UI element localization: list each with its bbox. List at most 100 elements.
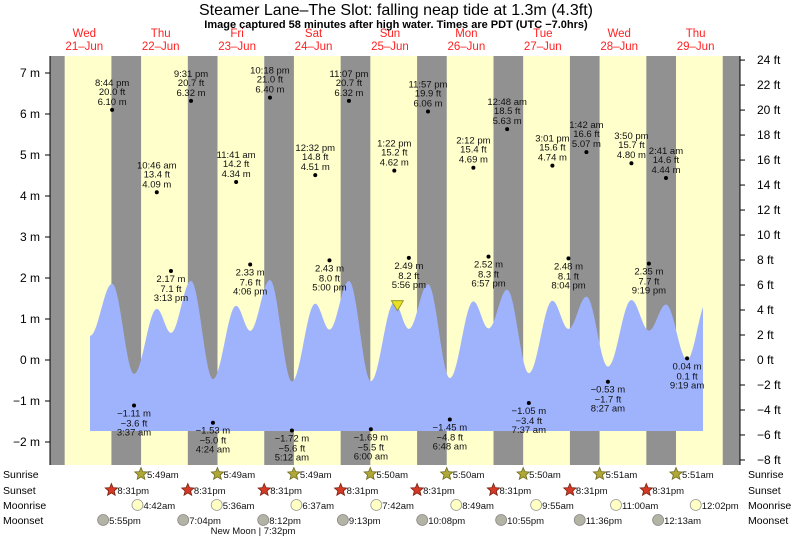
high-tide-ft-label: 13.4 ft (144, 169, 171, 180)
moon-phase-label: New Moon | 7:32pm (211, 526, 296, 537)
high-tide-point (267, 95, 272, 100)
moonrise-icon (610, 499, 622, 511)
right-tick-label: 12 ft (757, 203, 781, 217)
high-tide-point (110, 107, 115, 112)
axes: 7 m 6 m 5 m 4 m 3 m 2 m 1 m 0 m −1 m −2 m 24 ft 22 … (13, 53, 781, 467)
low-tide-time-label: 4:24 am (196, 445, 230, 456)
moonrise-time: 12:02pm (702, 501, 739, 512)
low-tide-m-label: 2.35 m (634, 267, 663, 278)
day-date: 22–Jun (142, 41, 180, 53)
sunrise-icon (668, 466, 684, 481)
high-tide-m-label: 4.34 m (222, 169, 251, 180)
high-tide-point (392, 168, 397, 173)
low-tide-point (327, 258, 332, 263)
low-tide-m-label: −1.72 m (275, 434, 310, 445)
moonset-row-label: Moonset (3, 515, 43, 527)
moonrise-time: 9:55am (542, 501, 574, 512)
moonrise-time: 11:00am (622, 501, 658, 512)
low-tide-time-label: 5:00 pm (312, 282, 346, 293)
sunset-icon (333, 482, 348, 497)
sunset-icon (409, 482, 425, 497)
sunrise-row-label-right: Sunrise (748, 469, 784, 481)
sunrise-row-label: Sunrise (3, 469, 39, 481)
day-date: 23–Jun (218, 41, 256, 53)
low-tide-time-label: 5:56 pm (392, 280, 426, 291)
sunset-row-label: Sunset (3, 485, 36, 497)
moonset-time: 5:55pm (109, 516, 141, 527)
moonrise-time: 5:36am (223, 501, 255, 512)
high-tide-time-label: 8:44 pm (95, 78, 129, 89)
high-tide-time-label: 11:57 pm (409, 80, 448, 91)
day-name: Thu (151, 28, 171, 40)
low-tide-m-label: 2.52 m (474, 260, 503, 271)
moonset-icon (97, 514, 110, 526)
low-tide-point (646, 261, 651, 266)
high-tide-ft-label: 20.7 ft (178, 78, 205, 89)
high-tide-time-label: 1:22 pm (377, 139, 411, 150)
sunset-row-label-right: Sunset (748, 485, 781, 497)
sunset-time: 8:31pm (499, 486, 531, 497)
high-tide-point (584, 150, 589, 155)
sunset-icon (639, 482, 654, 497)
high-tide-point (629, 161, 634, 166)
day-name: Thu (686, 28, 706, 40)
high-tide-ft-label: 20.7 ft (336, 78, 363, 89)
night-band (50, 56, 65, 465)
left-tick-label: 2 m (20, 271, 40, 285)
moonset-icon (257, 514, 270, 526)
high-tide-point (234, 180, 239, 185)
sunrise-time: 5:49am (300, 470, 332, 481)
high-tide-point (550, 163, 555, 168)
high-tide-m-label: 6.40 m (255, 85, 284, 96)
low-tide-point (685, 356, 690, 361)
high-tide-ft-label: 15.7 ft (618, 140, 645, 151)
sunset-time: 8:31pm (117, 486, 149, 497)
left-tick-label: −2 m (13, 435, 40, 449)
left-tick-label: −1 m (13, 394, 40, 408)
low-tide-time-label: 3:13 pm (154, 293, 188, 304)
sunrise-icon (439, 466, 454, 481)
high-tide-m-label: 6.32 m (334, 88, 363, 99)
sunrise-time: 5:49am (223, 470, 255, 481)
high-tide-time-label: 12:48 am (487, 97, 527, 108)
high-tide-ft-label: 15.6 ft (539, 143, 566, 154)
high-tide-m-label: 6.06 m (413, 99, 442, 110)
moonset-time: 10:55pm (507, 516, 544, 527)
sunset-time: 8:31pm (423, 486, 455, 497)
day-name: Fri (230, 28, 243, 40)
right-tick-label: 22 ft (757, 78, 781, 92)
sunset-time: 8:31pm (576, 486, 608, 497)
current-tide-marker (390, 300, 405, 312)
high-tide-ft-label: 15.4 ft (460, 145, 487, 156)
high-tide-ft-label: 16.6 ft (573, 129, 600, 140)
low-tide-m-label: −1.11 m (117, 409, 151, 420)
moonset-icon (416, 514, 429, 526)
high-tide-time-label: 2:41 am (649, 146, 683, 157)
moonset-time: 8:12pm (269, 516, 301, 527)
left-tick-label: 7 m (20, 66, 40, 80)
moonrise-row-label-right: Moonrise (748, 500, 791, 512)
low-tide-time-label: 3:37 am (117, 428, 151, 439)
low-tide-ft-label: −5.0 ft (200, 436, 227, 447)
right-tick-label: −4 ft (757, 403, 781, 417)
low-tide-point (168, 269, 173, 274)
astronomy-rows: Sunrise Sunrise 5:49am 5:49am 5:49am 5:50am 5:… (3, 466, 791, 527)
day-date: 27–Jun (524, 41, 562, 53)
moonset-time: 10:08pm (428, 516, 465, 527)
high-tide-point (313, 173, 318, 178)
moonset-time: 12:13am (664, 516, 701, 527)
moonrise-time: 6:37am (302, 501, 334, 512)
high-tide-time-label: 10:18 pm (250, 66, 290, 77)
day-date: 29–Jun (677, 41, 715, 53)
low-tide-time-label: 6:00 am (354, 451, 388, 462)
sunrise-time: 5:50am (453, 470, 485, 481)
moonrise-icon (530, 499, 543, 511)
right-tick-label: 18 ft (757, 128, 781, 142)
day-date: 28–Jun (600, 41, 638, 53)
low-tide-ft-label: 7.7 ft (638, 277, 659, 288)
high-tide-point (505, 127, 510, 132)
low-tide-ft-label: 8.0 ft (319, 273, 340, 284)
sunrise-time: 5:50am (376, 470, 408, 481)
sunrise-time: 5:51am (682, 470, 714, 481)
